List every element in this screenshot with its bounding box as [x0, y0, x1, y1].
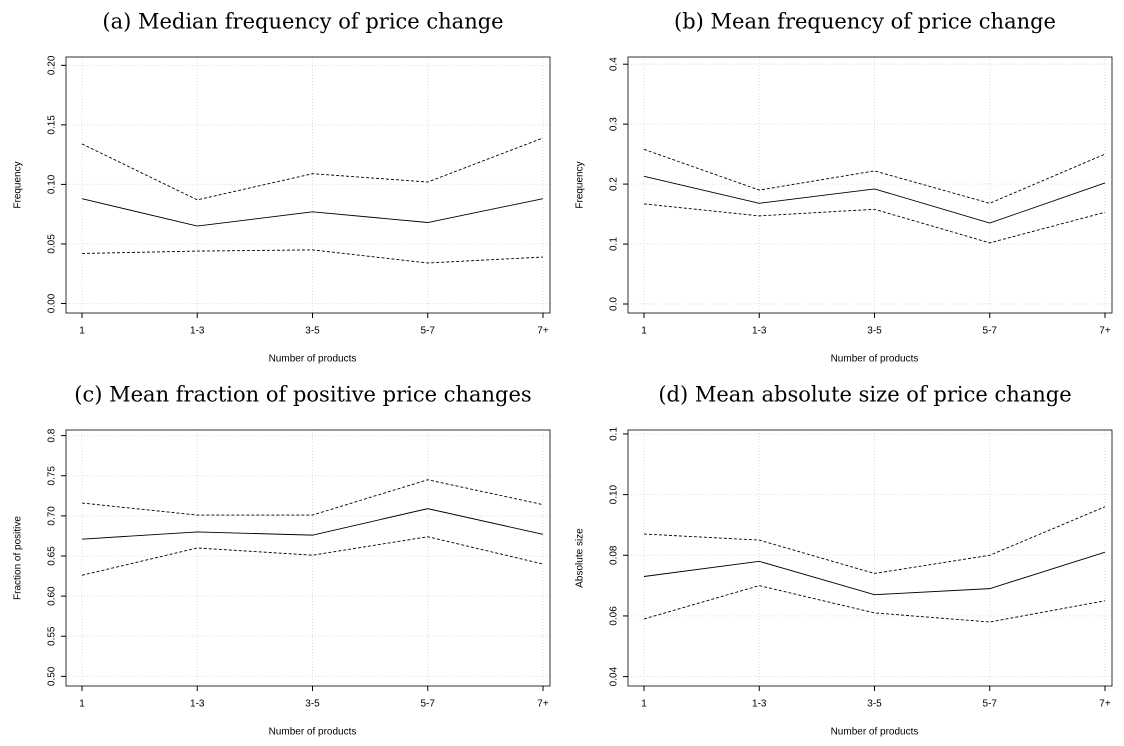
y-tick-label: 0.2 [609, 177, 620, 191]
x-tick-label: 1-3 [752, 326, 767, 337]
y-tick-label: 0.60 [47, 586, 58, 606]
y-tick-label: 0.10 [47, 174, 58, 194]
y-tick-label: 0.1 [609, 237, 620, 251]
x-axis-label: Number of products [831, 354, 919, 365]
y-axis-label: Absolute size [575, 528, 586, 588]
series-line [643, 175, 1106, 224]
y-tick-label: 0.10 [609, 484, 620, 504]
series-line [81, 479, 544, 516]
y-tick-label: 0.65 [47, 546, 58, 566]
series-line [81, 198, 544, 227]
x-tick-label: 3-5 [867, 699, 882, 710]
x-tick-label: 3-5 [305, 699, 320, 710]
panel: (d) Mean absolute size of price change 0.… [575, 383, 1113, 738]
y-tick-label: 0.4 [609, 57, 620, 71]
y-tick-label: 0.0 [609, 297, 620, 311]
x-tick-label: 1 [641, 326, 647, 337]
y-axis-label: Frequency [575, 161, 586, 208]
y-tick-label: 0.8 [47, 428, 58, 442]
plot-frame [65, 429, 551, 687]
y-tick-label: 0.20 [47, 55, 58, 75]
y-tick-label: 0.1 [609, 427, 620, 441]
panel: (a) Median frequency of price change 0.00… [13, 10, 551, 365]
x-tick-label: 1-3 [190, 699, 205, 710]
x-tick-label: 7+ [1099, 326, 1111, 337]
series-line [643, 148, 1106, 204]
x-tick-label: 5-7 [421, 699, 436, 710]
x-tick-label: 5-7 [983, 699, 998, 710]
y-tick-label: 0.50 [47, 666, 58, 686]
y-tick-label: 0.3 [609, 117, 620, 131]
panel-title: (d) Mean absolute size of price change [658, 383, 1071, 407]
series-line [81, 249, 544, 264]
y-tick-label: 0.15 [47, 115, 58, 135]
y-axis-label: Fraction of positive [13, 516, 24, 600]
panel: (c) Mean fraction of positive price chan… [13, 383, 551, 738]
y-tick-label: 0.70 [47, 506, 58, 526]
y-tick-label: 0.08 [609, 545, 620, 565]
y-tick-label: 0.55 [47, 626, 58, 646]
x-tick-label: 7+ [537, 326, 549, 337]
panel: (b) Mean frequency of price change 0.0 0.1… [575, 10, 1113, 365]
series-line [643, 551, 1106, 596]
x-tick-label: 3-5 [305, 326, 320, 337]
x-axis-label: Number of products [269, 354, 357, 365]
series-line [81, 536, 544, 576]
x-tick-label: 5-7 [983, 326, 998, 337]
x-tick-label: 1-3 [190, 326, 205, 337]
panel-title: (a) Median frequency of price change [102, 10, 503, 34]
x-axis-label: Number of products [269, 727, 357, 738]
x-tick-label: 1-3 [752, 699, 767, 710]
series-line [643, 203, 1106, 244]
y-tick-label: 0.05 [47, 234, 58, 254]
x-tick-label: 1 [79, 699, 85, 710]
y-tick-label: 0.04 [609, 666, 620, 686]
y-tick-label: 0.00 [47, 293, 58, 313]
series-line [81, 137, 544, 201]
x-tick-label: 7+ [1099, 699, 1111, 710]
x-tick-label: 5-7 [421, 326, 436, 337]
x-tick-label: 3-5 [867, 326, 882, 337]
x-tick-label: 7+ [537, 699, 549, 710]
y-axis-label: Frequency [13, 161, 24, 208]
x-tick-label: 1 [79, 326, 85, 337]
x-axis-label: Number of products [831, 727, 919, 738]
series-line [81, 508, 544, 540]
y-tick-label: 0.75 [47, 466, 58, 486]
plot-frame [627, 429, 1113, 687]
panel-title: (c) Mean fraction of positive price chan… [74, 383, 531, 407]
series-line [643, 506, 1106, 574]
x-tick-label: 1 [641, 699, 647, 710]
plot-frame [627, 56, 1113, 314]
y-tick-label: 0.06 [609, 606, 620, 626]
plot-frame [65, 56, 551, 314]
panel-title: (b) Mean frequency of price change [674, 10, 1056, 34]
